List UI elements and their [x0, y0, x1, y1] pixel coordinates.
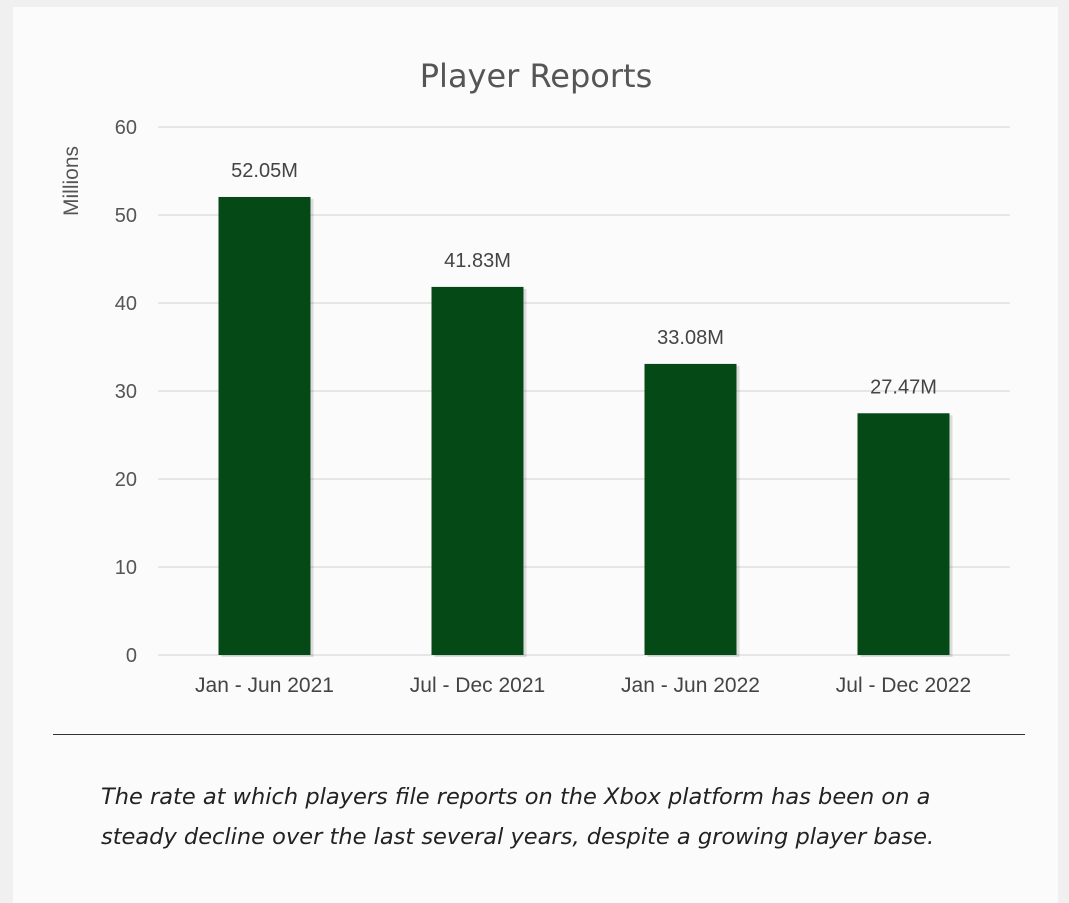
bars: 52.05M 41.83M 33.08M 27.47M [218, 160, 953, 657]
category-label: Jan - Jun 2022 [621, 674, 760, 697]
data-label: 52.05M [231, 160, 298, 182]
caption: The rate at which players file reports o… [101, 784, 935, 850]
category-label: Jul - Dec 2022 [836, 674, 971, 697]
y-tick-label: 20 [115, 469, 137, 491]
y-tick-label: 10 [115, 557, 137, 579]
category-label: Jul - Dec 2021 [410, 674, 545, 697]
data-label: 41.83M [444, 250, 511, 272]
y-tick-label: 60 [115, 117, 137, 139]
category-labels: Jan - Jun 2021 Jul - Dec 2021 Jan - Jun 20… [195, 674, 971, 697]
chart-card: Player Reports Millions 0 10 20 30 40 50 60 52… [13, 7, 1058, 903]
data-label: 33.08M [657, 327, 724, 349]
y-tick-label: 50 [115, 205, 137, 227]
data-label: 27.47M [870, 376, 937, 398]
y-tick-label: 0 [126, 645, 137, 667]
bar-chart: Player Reports Millions 0 10 20 30 40 50 60 52… [60, 57, 1010, 697]
y-tick-label: 40 [115, 293, 137, 315]
bar [218, 196, 311, 655]
category-label: Jan - Jun 2021 [195, 674, 334, 697]
y-tick-labels: 0 10 20 30 40 50 60 [115, 117, 137, 667]
bar [431, 286, 524, 655]
chart-title: Player Reports [420, 57, 653, 95]
y-axis-label: Millions [60, 146, 83, 216]
bar [857, 413, 950, 655]
bar [644, 363, 737, 655]
y-tick-label: 30 [115, 381, 137, 403]
divider [53, 734, 1025, 735]
